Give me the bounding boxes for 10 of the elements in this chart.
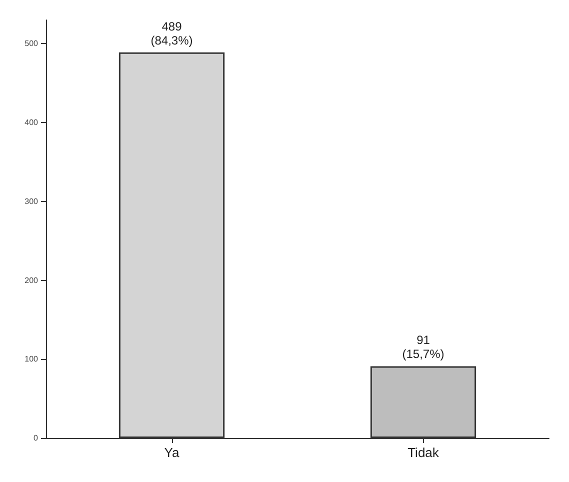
y-tick-label: 300	[24, 196, 39, 206]
y-tick-label: 500	[24, 39, 39, 48]
y-tick-label: 100	[24, 354, 39, 364]
y-tick-label: 200	[24, 276, 39, 285]
x-tick-label: Ya	[164, 445, 180, 460]
x-tick-label: Tidak	[408, 445, 440, 460]
data-label: 91 (15,7%)	[402, 333, 444, 362]
y-tick-label: 400	[24, 118, 39, 128]
data-label: 489 (84,3%)	[150, 19, 193, 48]
y-tick-label: 0	[34, 434, 39, 442]
